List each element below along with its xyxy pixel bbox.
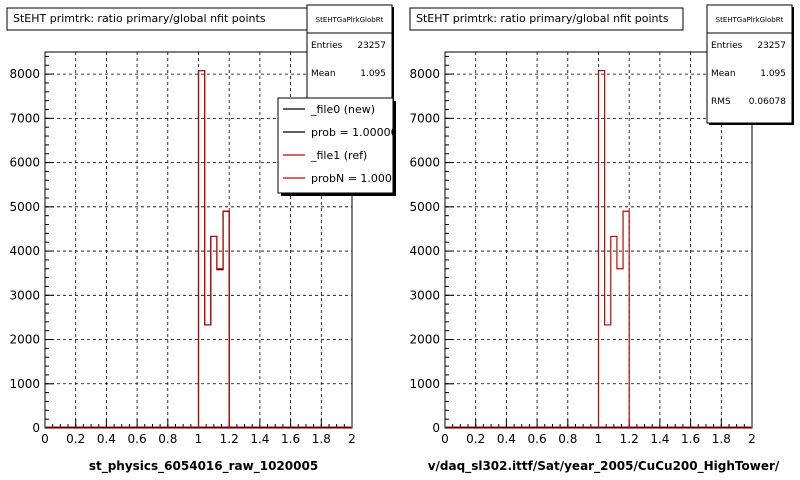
chart-title: StEHT primtrk: ratio primary/global nfit…: [13, 12, 266, 25]
y-tick-label: 2000: [9, 333, 40, 347]
y-tick-label: 5000: [409, 200, 440, 214]
x-tick-label: 1: [595, 432, 603, 446]
histogram-panel-1: 0 0.2 0.4 0.6 0.8 1 1.2 1.4 1.6 1.8 2 0 1000 2000 3000…: [6, 4, 413, 474]
x-tick-label: 2: [748, 432, 756, 446]
legend-entries: _file0 (new) prob = 1.000000 _file1 (ref) p…: [283, 103, 413, 185]
x-tick-label: 1: [195, 432, 203, 446]
histogram-series-1: [597, 69, 630, 428]
x-tick-label: 0.2: [466, 432, 485, 446]
legend-label: prob = 1.000000: [311, 126, 405, 139]
y-tick-label: 1000: [409, 377, 440, 391]
y-tick-label: 4000: [9, 244, 40, 258]
x-tick-label: 1.2: [220, 432, 239, 446]
stats-box: [706, 4, 793, 124]
x-tick-label: 0.6: [128, 432, 147, 446]
x-tick-label: 0.8: [558, 432, 577, 446]
y-tick-label: 7000: [9, 111, 40, 125]
x-tick-label: 1.6: [681, 432, 700, 446]
stats-value: 23257: [757, 41, 786, 51]
x-tick-label: 0.6: [528, 432, 547, 446]
stats-title: StEHTGaPlrkGlobRt: [716, 16, 784, 24]
stats-label: RMS: [711, 97, 731, 107]
x-tick-label: 0: [41, 432, 49, 446]
y-tick-label: 6000: [409, 156, 440, 170]
legend-label: probN = 1.000000: [311, 172, 413, 185]
legend-label: _file1 (ref): [310, 149, 367, 162]
chart-title: StEHT primtrk: ratio primary/global nfit…: [416, 12, 669, 25]
y-tick-label: 7000: [409, 111, 440, 125]
x-axis-label: st_physics_6054016_raw_1020005: [89, 459, 318, 474]
x-tick-label: 0.8: [158, 432, 177, 446]
title-box: [409, 7, 684, 31]
y-tick-label: 6000: [9, 156, 40, 170]
x-axis-label: v/daq_sl302.ittf/Sat/year_2005/CuCu200_H…: [428, 459, 780, 474]
y-tick-label: 0: [32, 421, 40, 435]
stats-value: 0.06078: [749, 97, 786, 107]
y-tick-label: 5000: [9, 200, 40, 214]
stats-value: 1.095: [360, 69, 386, 79]
stats-value: 1.095: [760, 69, 786, 79]
x-tick-label: 0.4: [97, 432, 116, 446]
x-tick-label: 1.2: [620, 432, 639, 446]
x-tick-label: 0: [441, 432, 449, 446]
legend-box: [277, 97, 394, 194]
y-tick-label: 2000: [409, 333, 440, 347]
stats-label: Mean: [711, 69, 736, 79]
stats-label: Entries: [311, 41, 343, 51]
y-tick-label: 0: [432, 421, 440, 435]
histogram-panel-2: 0 0.2 0.4 0.6 0.8 1 1.2 1.4 1.6 1.8 2 0 1000 2000 3000…: [409, 4, 794, 474]
x-tick-label: 2: [348, 432, 356, 446]
x-tick-label: 1.4: [650, 432, 669, 446]
stats-title: StEHTGaPlrkGlobRt: [316, 16, 384, 24]
x-tick-label: 1.6: [281, 432, 300, 446]
y-tick-label: 8000: [9, 67, 40, 81]
histogram-series-2: [197, 69, 230, 428]
legend-label: _file0 (new): [310, 103, 375, 116]
x-tick-label: 0.4: [497, 432, 516, 446]
y-tick-label: 3000: [409, 288, 440, 302]
stats-value: 23257: [357, 41, 386, 51]
stats-label: Entries: [711, 41, 743, 51]
y-tick-label: 1000: [9, 377, 40, 391]
x-tick-label: 1.8: [712, 432, 731, 446]
stats-box: [306, 4, 393, 114]
x-tick-label: 1.8: [312, 432, 331, 446]
x-tick-label: 0.2: [66, 432, 85, 446]
y-tick-label: 3000: [9, 288, 40, 302]
x-tick-label: 1.4: [250, 432, 269, 446]
y-tick-label: 4000: [409, 244, 440, 258]
y-tick-label: 8000: [409, 67, 440, 81]
stats-label: Mean: [311, 69, 336, 79]
